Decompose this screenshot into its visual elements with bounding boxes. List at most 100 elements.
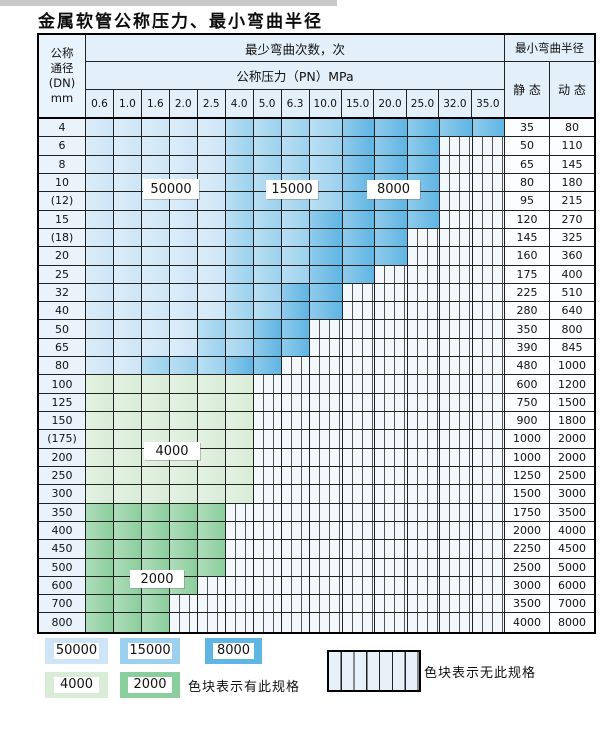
cycle-cell [198,466,226,486]
dynamic-radius-cell: 8000 [550,613,594,632]
dynamic-radius-cell: 325 [550,228,594,248]
no-spec-cell [407,302,440,321]
no-spec-cell [472,540,505,559]
cycle-cell [198,393,226,412]
static-radius-cell: 3000 [505,576,550,596]
cycle-cell [114,613,142,632]
no-spec-cell [407,247,440,266]
no-spec-cell [342,283,375,303]
dynamic-radius-cell: 2000 [550,448,594,467]
cycle-cell [142,119,170,138]
cycle-cell [198,247,226,266]
no-spec-cell [375,357,408,376]
dynamic-radius-cell: 2500 [550,466,594,486]
no-spec-cell [310,576,343,596]
no-spec-cell [310,521,343,541]
table-row: 200 1000 2000 [39,448,594,467]
dynamic-radius-cell: 110 [550,137,594,156]
cycle-cell [170,320,198,339]
region-label-15000: 15000 [266,180,318,199]
no-spec-cell [282,558,310,577]
cycle-cell [86,265,114,284]
no-spec-cell [440,192,473,211]
header-right: 最小弯曲半径 静 态 动 态 [505,35,594,117]
cycle-cell [114,466,142,486]
cycle-cell [170,466,198,486]
cycle-cell [114,521,142,541]
dn-cell: 150 [39,412,86,431]
no-spec-cell [375,595,408,614]
cycle-cell [114,228,142,248]
no-spec-cell [310,375,343,394]
no-spec-cell [342,595,375,614]
cycle-cell [226,228,254,248]
cycle-cell [282,265,310,284]
no-spec-cell [198,613,226,632]
cycle-cell [198,155,226,174]
no-spec-cell [407,338,440,358]
cycle-cell [282,283,310,303]
static-radius-cell: 50 [505,137,550,156]
no-spec-cell [440,173,473,193]
cycle-cell [226,466,254,486]
dynamic-radius-cell: 1800 [550,412,594,431]
cycle-cell [142,210,170,229]
cycle-cell [198,357,226,376]
no-spec-cell [342,393,375,412]
dn-cell: 400 [39,521,86,541]
no-spec-cell [282,485,310,504]
no-spec-cell [440,412,473,431]
cycle-cell [142,247,170,266]
cycle-cell [226,173,254,193]
cycle-cell [226,338,254,358]
header-dn-column: 公称 通径 (DN) mm [39,35,86,117]
static-radius-cell: 160 [505,247,550,266]
cycle-cell [407,137,440,156]
cycle-cell [114,155,142,174]
cycle-cell [342,192,375,211]
pressure-column-header: 32.0 [439,90,472,117]
no-spec-cell [407,540,440,559]
no-spec-cell [440,247,473,266]
static-radius-cell: 1750 [505,503,550,522]
no-spec-cell [472,485,505,504]
no-spec-cell [472,430,505,449]
cycle-cell [142,393,170,412]
no-spec-cell [282,430,310,449]
dn-cell: (12) [39,192,86,211]
no-spec-cell [407,466,440,486]
no-spec-cell [310,357,343,376]
no-spec-cell [226,521,254,541]
no-spec-cell [407,430,440,449]
cycle-cell [310,119,343,138]
dynamic-radius-cell: 4500 [550,540,594,559]
cycle-cell [198,265,226,284]
static-radius-cell: 145 [505,228,550,248]
header-bend-cycles: 最少弯曲次数，次 [86,35,504,62]
cycle-cell [142,338,170,358]
cycle-cell [254,283,282,303]
cycle-cell [342,155,375,174]
cycle-cell [254,247,282,266]
legend-swatch-label: 15000 [128,642,172,660]
no-spec-cell [472,302,505,321]
header-dn-line: 公称 [50,46,74,61]
no-spec-cell [342,338,375,358]
cycle-cell [86,155,114,174]
cycle-cell [226,137,254,156]
cycle-cell [142,375,170,394]
pressure-column-header: 1.0 [114,90,142,117]
dynamic-radius-cell: 6000 [550,576,594,596]
cycle-cell [310,210,343,229]
legend-has-spec-text: 色块表示有此规格 [188,680,301,695]
no-spec-cell [282,540,310,559]
no-spec-cell [342,412,375,431]
static-radius-cell: 35 [505,119,550,138]
cycle-cell [198,173,226,193]
table-row: 300 1500 3000 [39,485,594,504]
table-row: 8 65 145 [39,155,594,174]
no-spec-cell [440,540,473,559]
no-spec-cell [472,173,505,193]
cycle-cell [282,155,310,174]
dn-cell: 4 [39,119,86,138]
